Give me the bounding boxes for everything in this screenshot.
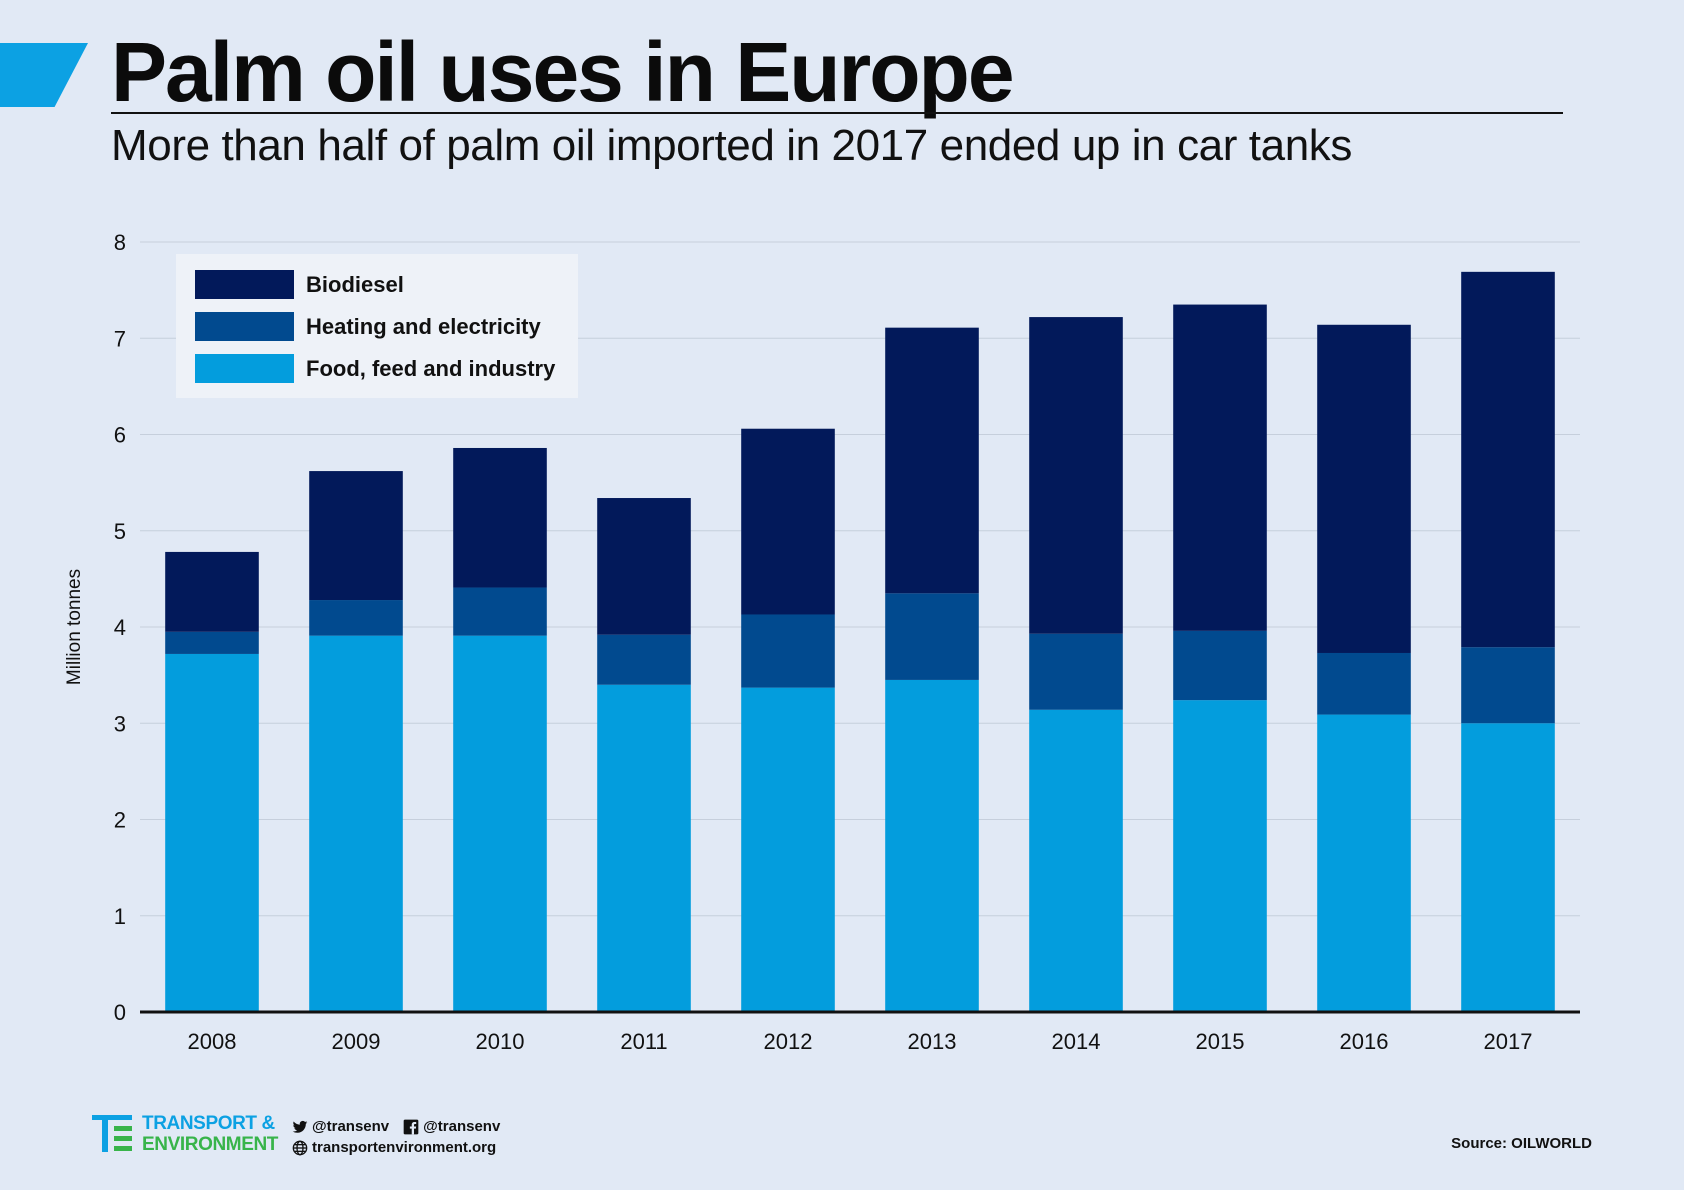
page-title: Palm oil uses in Europe [111, 25, 1015, 119]
y-tick-0: 0 [114, 1000, 126, 1025]
social-links: @transenv @transenv transportenvironment… [292, 1116, 510, 1158]
logo-line-2: ENVIRONMENT [142, 1133, 278, 1155]
bar-2013-biodiesel [885, 327, 979, 594]
bar-2012-biodiesel [741, 428, 835, 615]
y-axis-label: Million tonnes [64, 569, 85, 685]
bar-2009-heating [309, 600, 403, 636]
x-tick-2013: 2013 [908, 1029, 957, 1054]
bar-2009-biodiesel [309, 471, 403, 601]
website-url: transportenvironment.org [312, 1139, 497, 1156]
twitter-link[interactable]: @transenv [292, 1116, 389, 1137]
x-tick-2010: 2010 [476, 1029, 525, 1054]
y-tick-2: 2 [114, 808, 126, 833]
bar-2016-heating [1317, 652, 1411, 715]
x-tick-2015: 2015 [1196, 1029, 1245, 1054]
x-tick-2016: 2016 [1340, 1029, 1389, 1054]
bar-2012-heating [741, 614, 835, 688]
title-underline [111, 112, 1563, 114]
globe-icon [292, 1140, 308, 1155]
bar-2010-food [453, 635, 547, 1012]
legend-swatch-food [195, 354, 294, 383]
x-tick-2009: 2009 [332, 1029, 381, 1054]
y-tick-3: 3 [114, 711, 126, 736]
bar-2008-food [165, 653, 259, 1012]
bar-2015-heating [1173, 630, 1267, 701]
bar-2014-biodiesel [1029, 317, 1123, 634]
bar-2009-food [309, 635, 403, 1012]
te-logo-text: TRANSPORT & ENVIRONMENT [142, 1113, 278, 1155]
legend-label-biodiesel: Biodiesel [306, 272, 404, 297]
bar-2011-heating [597, 634, 691, 685]
website-link[interactable]: transportenvironment.org [292, 1137, 496, 1158]
x-tick-2014: 2014 [1052, 1029, 1101, 1054]
bar-2017-biodiesel [1461, 271, 1555, 648]
bar-2013-food [885, 679, 979, 1012]
legend-swatch-biodiesel [195, 270, 294, 299]
y-tick-4: 4 [114, 615, 126, 640]
facebook-handle: @transenv [423, 1118, 501, 1135]
logo-line-1: TRANSPORT & [142, 1113, 275, 1134]
bar-2010-heating [453, 587, 547, 636]
te-logo-icon [92, 1115, 132, 1152]
x-tick-2012: 2012 [764, 1029, 813, 1054]
bar-2016-biodiesel [1317, 324, 1411, 653]
twitter-handle: @transenv [312, 1118, 390, 1135]
legend-label-food: Food, feed and industry [306, 356, 556, 381]
bar-2010-biodiesel [453, 447, 547, 588]
x-tick-2017: 2017 [1484, 1029, 1533, 1054]
source-note: Source: OILWORLD [1451, 1135, 1592, 1152]
legend-label-heating: Heating and electricity [306, 314, 542, 339]
bar-2017-heating [1461, 647, 1555, 724]
x-tick-2011: 2011 [620, 1029, 667, 1054]
bar-2015-biodiesel [1173, 304, 1267, 631]
bar-2013-heating [885, 593, 979, 680]
y-tick-7: 7 [114, 326, 126, 351]
bar-2011-biodiesel [597, 498, 691, 635]
bar-2012-food [741, 687, 835, 1012]
bar-2008-heating [165, 631, 259, 654]
twitter-icon [292, 1120, 308, 1133]
bar-2014-heating [1029, 633, 1123, 710]
bar-2014-food [1029, 709, 1123, 1012]
y-tick-5: 5 [114, 519, 126, 544]
y-tick-1: 1 [114, 904, 126, 929]
bar-2011-food [597, 684, 691, 1012]
bar-2015-food [1173, 700, 1267, 1012]
x-tick-2008: 2008 [188, 1029, 237, 1054]
y-tick-8: 8 [114, 230, 126, 255]
y-tick-6: 6 [114, 423, 126, 448]
page-subtitle: More than half of palm oil imported in 2… [111, 121, 1352, 170]
bar-2016-food [1317, 714, 1411, 1012]
bar-2017-food [1461, 723, 1555, 1012]
facebook-link[interactable]: @transenv [403, 1116, 500, 1137]
bar-2008-biodiesel [165, 551, 259, 632]
legend-swatch-heating [195, 312, 294, 341]
facebook-icon [403, 1119, 419, 1134]
